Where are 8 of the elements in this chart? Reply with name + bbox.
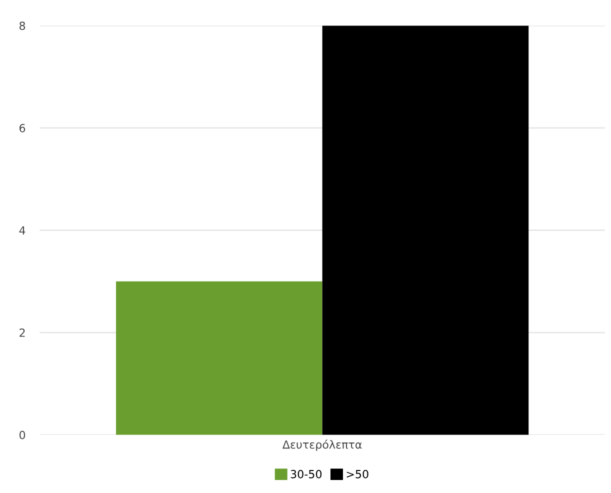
y-tick-label: 0 [19,430,26,440]
x-tick-label: Δευτερόλεπτα [282,440,362,451]
y-tick-label: 2 [20,328,25,337]
y-tick-label: 4 [19,226,26,234]
legend-label: >50 [346,470,368,478]
legend-label: 30-50 [290,470,322,478]
y-tick-label: 8 [20,22,26,30]
y-tick-label: 6 [20,124,26,132]
